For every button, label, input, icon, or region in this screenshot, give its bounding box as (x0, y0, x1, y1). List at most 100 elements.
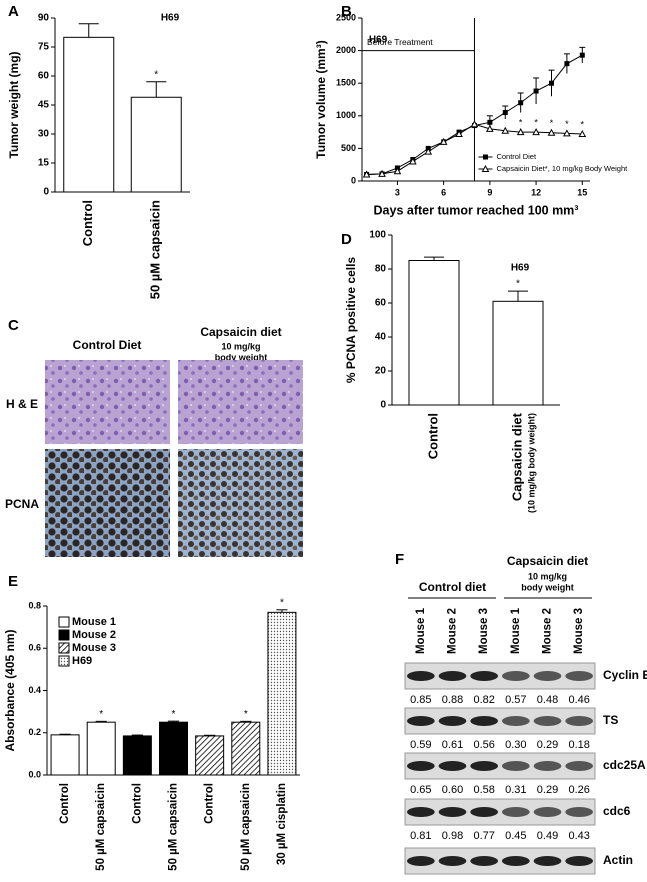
data-point (516, 128, 525, 136)
x-tick-label: Capsaicin diet (509, 412, 524, 501)
x-tick-label: 6 (441, 187, 446, 197)
x-tick-sublabel: (10 mg/kg body weight) (526, 413, 536, 513)
y-tick-label: 100 (369, 230, 386, 241)
data-point (564, 61, 570, 67)
annotation: Before Treatment (367, 37, 433, 47)
data-point (362, 170, 371, 178)
y-tick-label: 0.8 (28, 600, 41, 610)
chart-title: H69 (511, 263, 530, 274)
significance-marker: * (280, 597, 284, 608)
x-tick-label: 50 µM capsaicin (148, 200, 163, 299)
data-point (578, 130, 587, 138)
significance-marker: * (154, 69, 158, 80)
y-tick-label: 1000 (336, 110, 356, 120)
data-point (563, 129, 571, 137)
band-intensity: 0.49 (537, 830, 558, 842)
legend-label: Control Diet (496, 152, 537, 161)
lane-label: Mouse 3 (573, 608, 585, 654)
significance-marker: * (244, 709, 248, 720)
bar (408, 260, 460, 406)
y-axis-label: % PCNA positive cells (344, 257, 358, 384)
blot (404, 798, 596, 826)
significance-marker: * (565, 119, 569, 129)
band-intensity: 0.65 (410, 784, 431, 796)
y-axis-label: Absorbance (405 nm) (3, 629, 17, 751)
band-intensity: 0.31 (505, 784, 526, 796)
data-point (470, 120, 479, 128)
band-intensity: 0.85 (410, 694, 431, 706)
significance-marker: * (534, 117, 538, 127)
group-label: Control diet (419, 580, 486, 594)
band-intensity: 0.60 (442, 784, 463, 796)
data-point (455, 130, 463, 138)
data-point (378, 169, 386, 177)
legend-marker (482, 154, 488, 160)
band-intensity: 0.98 (442, 830, 463, 842)
row-label: PCNA (5, 497, 39, 511)
x-tick-label: Control (59, 783, 71, 824)
lane-label: Mouse 1 (510, 607, 522, 654)
band-intensity: 0.29 (537, 739, 558, 751)
y-tick-label: 20 (375, 366, 387, 377)
blot-band (565, 807, 594, 817)
band-intensity: 0.56 (473, 739, 494, 751)
blot-band (533, 716, 562, 726)
panel-letter: C (8, 317, 19, 334)
legend-label: Capsaicin Diet*, 10 mg/kg Body Weight (496, 164, 628, 173)
blot-band (501, 761, 530, 771)
band-intensity: 0.43 (568, 830, 589, 842)
blot-band (438, 807, 467, 817)
data-point (532, 128, 540, 136)
he-image (178, 360, 303, 444)
significance-marker: * (519, 117, 523, 127)
y-axis-label: Tumor volume (mm³) (314, 40, 328, 158)
blot-band (565, 761, 594, 771)
protein-label: cdc6 (603, 804, 631, 818)
blot-band (407, 761, 435, 771)
y-tick-label: 1500 (336, 78, 356, 88)
lane-label: Mouse 2 (447, 608, 459, 654)
band-intensity: 0.18 (568, 739, 589, 751)
bar (130, 96, 182, 193)
bar (195, 735, 225, 776)
panel-letter: E (8, 573, 18, 590)
blot-band (533, 671, 562, 681)
group-label: Capsaicin diet (507, 554, 588, 568)
band-intensity: 0.61 (442, 739, 463, 751)
legend-swatch (58, 629, 70, 641)
blot-band (565, 716, 594, 726)
x-tick-label: Control (80, 200, 95, 246)
data-point (502, 110, 508, 116)
panel-letter: F (395, 551, 404, 568)
chart-title: H69 (369, 35, 388, 46)
y-tick-label: 40 (375, 332, 387, 343)
bar (63, 36, 115, 193)
blot-band (470, 716, 498, 726)
band-intensity: 0.82 (473, 694, 494, 706)
data-point (547, 128, 556, 136)
panel-letter: D (341, 231, 352, 248)
band-intensity: 0.29 (537, 784, 558, 796)
y-tick-label: 0.6 (28, 643, 41, 653)
panel-c: C Control Diet Capsaicin diet 10 mg/kg b… (5, 317, 303, 557)
blot-band (501, 807, 530, 817)
pcna-image (45, 449, 170, 557)
y-tick-label: 2000 (336, 45, 356, 55)
y-tick-label: 90 (38, 13, 50, 24)
data-point (486, 124, 494, 132)
bar (231, 721, 261, 776)
pcna-image (178, 449, 303, 557)
protein-label: cdc25A (603, 758, 646, 772)
column-label: Control Diet (73, 338, 142, 352)
x-tick-label: 30 µM cisplatin (276, 783, 288, 865)
group-sublabel: body weight (521, 582, 574, 592)
blot (404, 707, 596, 735)
blot-band (470, 856, 498, 866)
panel-letter: B (341, 3, 352, 20)
blot-band (407, 807, 435, 817)
band-intensity: 0.45 (505, 830, 526, 842)
x-tick-label: Control (425, 413, 440, 459)
bar (267, 611, 297, 776)
significance-marker: * (99, 709, 103, 720)
